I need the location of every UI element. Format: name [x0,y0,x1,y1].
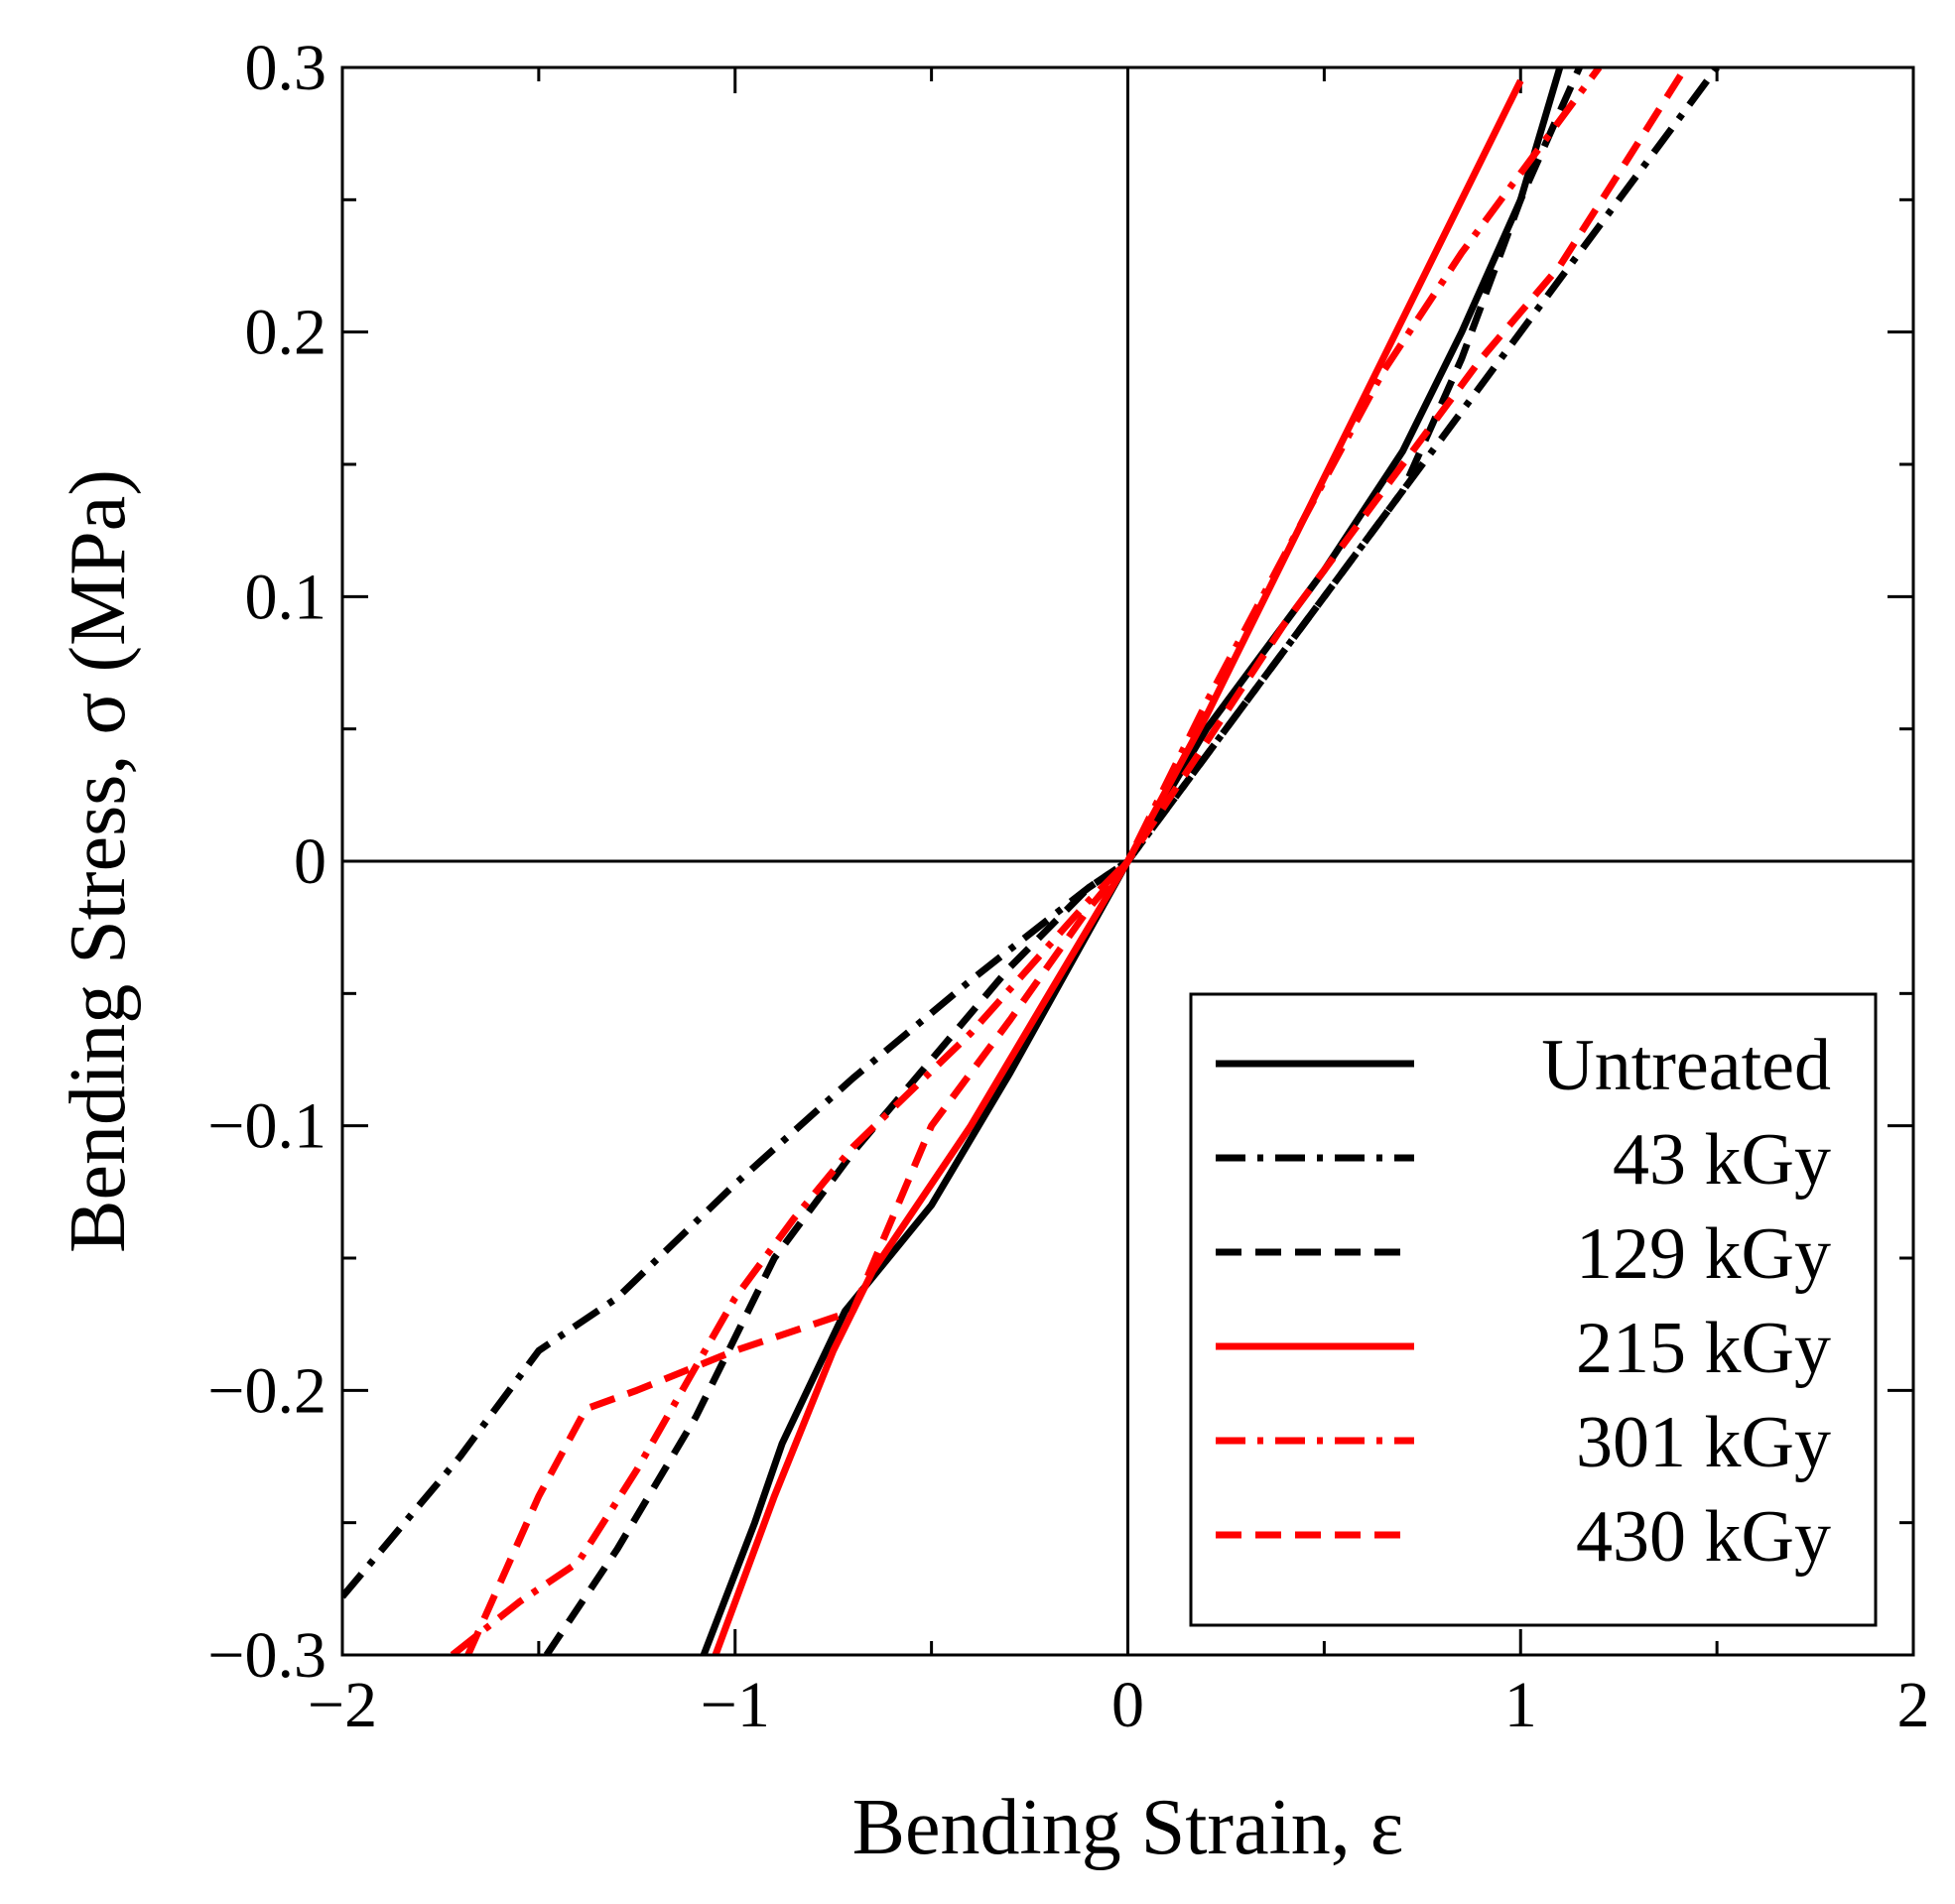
x-tick-label: 2 [1897,1669,1930,1741]
plot-frame [340,65,1915,1657]
x-tick-label: 1 [1504,1669,1537,1741]
series-line-301-kgy [450,67,1603,1655]
series-line-129-kgy [543,67,1583,1655]
y-tick-label: 0 [294,825,326,898]
legend-label: 129 kGy [1576,1213,1831,1295]
y-tick-label: −0.2 [207,1354,326,1427]
y-tick-label: −0.3 [207,1619,326,1692]
y-tick-label: −0.1 [207,1090,326,1163]
x-axis-title: Bending Strain, ε [852,1784,1404,1871]
legend-box [1189,992,1878,1627]
legend-label: 430 kGy [1576,1496,1831,1578]
y-tick-label: 0.1 [245,561,327,633]
y-tick-label: 0.2 [245,297,327,369]
y-axis-title: Bending Stress, σ (MPa) [55,469,142,1253]
legend-label: 43 kGy [1613,1119,1831,1201]
x-tick-label: −2 [308,1669,377,1741]
legend-label: 215 kGy [1576,1308,1831,1389]
legend-label: Untreated [1541,1025,1831,1106]
x-tick-label: −1 [701,1669,770,1741]
x-tick-label: 0 [1111,1669,1144,1741]
y-tick-label: 0.3 [245,32,327,104]
legend-label: 301 kGy [1576,1402,1831,1483]
series-layer [342,67,1720,1655]
legend: Untreated 43 kGy 129 kGy 215 kGy 301 kGy 430 … [1189,992,1878,1627]
tick-labels: −2 −1 0 1 2 0.3 0.2 0.1 0 −0.1 −0.2 −0.3 [207,32,1929,1741]
series-line-215-kgy [712,78,1524,1655]
